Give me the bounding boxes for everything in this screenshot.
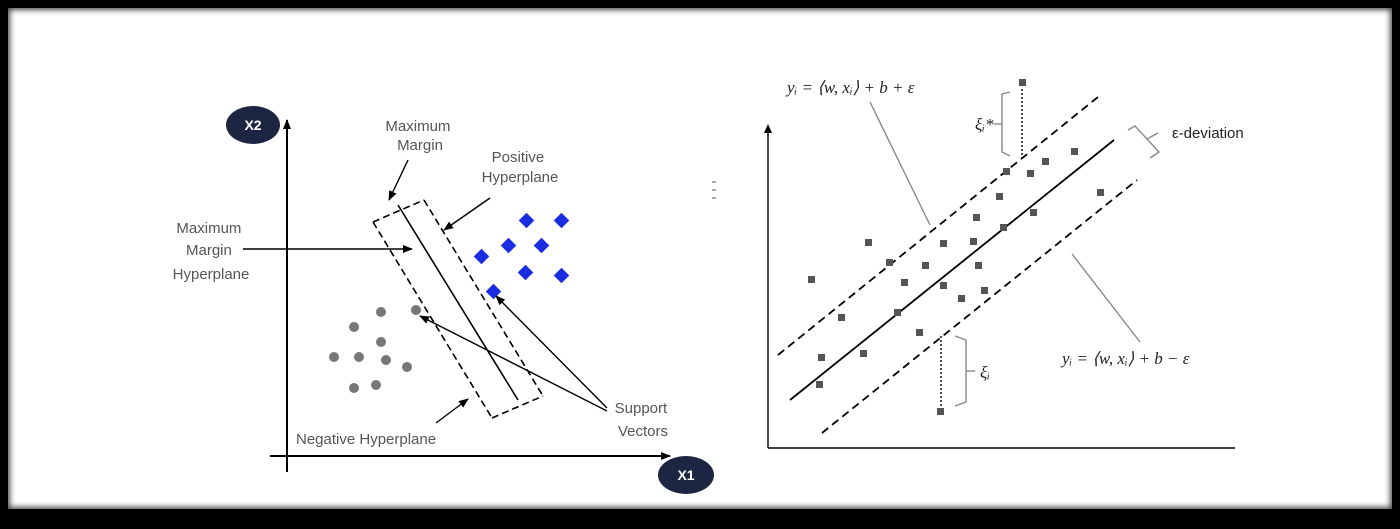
svr-point xyxy=(981,287,988,294)
negative-point xyxy=(411,305,421,315)
label-xi-star: ξᵢ* xyxy=(975,115,994,134)
leader-lower-equation xyxy=(1071,253,1141,343)
svr-point xyxy=(922,262,929,269)
label-positive-hyperplane-line2: Hyperplane xyxy=(482,169,559,186)
label-mmh-line1: Maximum xyxy=(176,220,241,237)
svr-point xyxy=(970,238,977,245)
label-positive-hyperplane-line1: Positive xyxy=(492,149,545,166)
maximum-margin-box-top xyxy=(372,199,425,223)
svr-point xyxy=(886,259,893,266)
svr-point xyxy=(894,309,901,316)
leader-upper-equation xyxy=(869,101,931,226)
svr-point xyxy=(1003,168,1010,175)
positive-point xyxy=(553,212,570,229)
svr-point xyxy=(975,262,982,269)
equation-lower: yᵢ = ⟨w, xᵢ⟩ + b − ε xyxy=(1060,349,1190,368)
positive-point xyxy=(473,248,490,265)
positive-point xyxy=(553,267,570,284)
svr-point xyxy=(940,282,947,289)
positive-point xyxy=(517,264,534,281)
negative-point xyxy=(329,352,339,362)
label-mmh-line2: Margin xyxy=(186,242,232,259)
label-maximum-margin-line2: Margin xyxy=(397,137,443,154)
svr-diagram: yᵢ = ⟨w, xᵢ⟩ + b + ε yᵢ = ⟨w, xᵢ⟩ + b − … xyxy=(764,78,1244,449)
svr-point xyxy=(901,279,908,286)
svr-point xyxy=(937,408,944,415)
arrow-negative-hyperplane xyxy=(435,398,469,424)
svr-point xyxy=(1030,209,1037,216)
arrow-maximum-margin xyxy=(388,159,409,201)
svr-point xyxy=(865,239,872,246)
label-epsilon-deviation: ε-deviation xyxy=(1172,125,1244,142)
negative-point xyxy=(371,380,381,390)
svr-point xyxy=(916,329,923,336)
svr-point xyxy=(808,276,815,283)
negative-point xyxy=(402,362,412,372)
negative-point xyxy=(349,322,359,332)
svm-diagram: X2 X1 xyxy=(173,106,714,494)
xi-brace xyxy=(954,335,967,407)
svr-point xyxy=(1019,79,1026,86)
positive-point xyxy=(518,212,535,229)
svr-point xyxy=(838,314,845,321)
label-support-vectors: Support Vectors xyxy=(615,400,672,440)
svr-point xyxy=(958,295,965,302)
x2-axis-badge: X2 xyxy=(226,106,280,144)
label-maximum-margin-hyperplane: Maximum Margin Hyperplane xyxy=(173,220,250,283)
negative-point xyxy=(376,337,386,347)
svr-point xyxy=(1027,170,1034,177)
negative-point xyxy=(354,352,364,362)
max-margin-hyperplane-line xyxy=(397,204,519,401)
maximum-margin-box-bottom xyxy=(491,395,544,419)
x2-axis-label: X2 xyxy=(244,117,261,133)
positive-point xyxy=(500,237,517,254)
svr-point xyxy=(1097,189,1104,196)
svr-lower-margin-line xyxy=(821,179,1138,434)
positive-point xyxy=(533,237,550,254)
arrow-support-vector-1 xyxy=(495,295,608,409)
label-support-vectors-line1: Support xyxy=(615,400,668,417)
svr-regression-line xyxy=(789,139,1115,401)
svr-point xyxy=(816,381,823,388)
figure-frame xyxy=(8,8,1392,509)
label-negative-hyperplane: Negative Hyperplane xyxy=(296,431,436,448)
label-xi: ξᵢ xyxy=(980,363,990,382)
svr-upper-margin-line xyxy=(777,96,1099,356)
positive-class-points xyxy=(473,212,570,300)
equation-upper: yᵢ = ⟨w, xᵢ⟩ + b + ε xyxy=(785,78,915,97)
negative-point xyxy=(376,307,386,317)
svr-point xyxy=(996,193,1003,200)
svr-point xyxy=(860,350,867,357)
separator-marks xyxy=(712,181,716,199)
arrow-positive-hyperplane xyxy=(443,197,491,231)
positive-hyperplane-line xyxy=(423,199,544,397)
svr-point xyxy=(818,354,825,361)
epsilon-brace xyxy=(1127,125,1161,159)
arrow-support-vector-2 xyxy=(419,315,608,412)
svr-point xyxy=(940,240,947,247)
positive-point xyxy=(485,283,502,300)
svr-points xyxy=(808,79,1104,415)
label-mmh-line3: Hyperplane xyxy=(173,266,250,283)
x1-axis-label: X1 xyxy=(677,467,694,483)
label-support-vectors-line2: Vectors xyxy=(618,423,668,440)
negative-hyperplane-line xyxy=(372,221,493,419)
svr-point xyxy=(973,214,980,221)
svr-point xyxy=(1000,224,1007,231)
negative-class-points xyxy=(329,305,421,393)
xi-star-brace xyxy=(1001,91,1011,157)
label-maximum-margin: Maximum Margin xyxy=(385,118,454,154)
svr-point xyxy=(1042,158,1049,165)
negative-point xyxy=(381,355,391,365)
label-maximum-margin-line1: Maximum xyxy=(385,118,450,135)
label-positive-hyperplane: Positive Hyperplane xyxy=(482,149,559,186)
svr-point xyxy=(1071,148,1078,155)
negative-point xyxy=(349,383,359,393)
x1-axis-badge: X1 xyxy=(658,456,714,494)
